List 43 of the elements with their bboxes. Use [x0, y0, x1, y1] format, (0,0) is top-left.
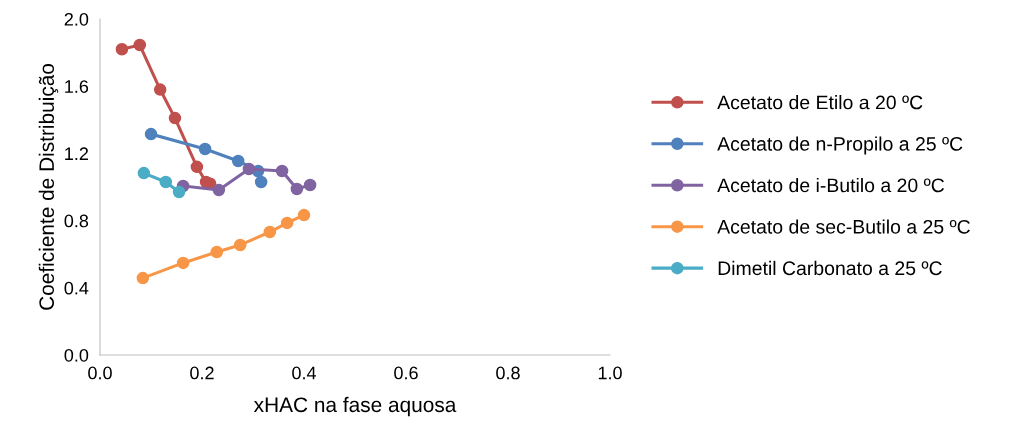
x-tick-label: 0.8	[496, 366, 520, 380]
point	[303, 178, 317, 192]
x-tick-label: 0.0	[88, 366, 112, 380]
y-tick-label: 1.6	[65, 80, 89, 93]
point	[115, 42, 129, 56]
legend-label: Acetato de Etilo a 20 ºC	[717, 95, 923, 110]
y-tick-label: 1.2	[65, 147, 88, 160]
point	[290, 182, 304, 196]
point	[275, 164, 289, 178]
point	[263, 225, 277, 239]
legend-label: Acetato de sec-Butilo a 25 ºC	[717, 219, 970, 234]
point	[176, 256, 190, 270]
x-tick-label: 0.6	[394, 366, 418, 380]
y-axis-title: Coeficiente de Distribuição	[38, 63, 59, 310]
x-axis-title: xHAC na fase aquosa	[253, 396, 457, 417]
point	[133, 38, 147, 52]
point	[242, 162, 256, 176]
y-tick-label: 0.8	[64, 214, 89, 228]
point	[172, 185, 186, 199]
legend-label: Dimetil Carbonato a 25 ºC	[718, 260, 942, 276]
point	[190, 160, 204, 174]
point	[212, 183, 226, 197]
point	[233, 238, 247, 252]
point	[168, 111, 182, 125]
point	[153, 83, 167, 96]
y-tick-label: 2.0	[64, 12, 89, 26]
point	[137, 166, 151, 180]
point	[159, 175, 173, 189]
point	[297, 208, 311, 222]
y-tick-label: 0.0	[64, 348, 89, 362]
x-tick-label: 1.0	[598, 366, 622, 380]
point	[280, 216, 294, 230]
x-tick-label: 0.2	[190, 366, 214, 380]
legend-label: Acetato de i-Butilo a 20 ºC	[717, 177, 945, 193]
x-tick-label: 0.4	[292, 366, 317, 380]
point	[231, 154, 245, 168]
y-tick-label: 0.4	[64, 281, 89, 295]
point	[210, 245, 224, 259]
point	[254, 175, 268, 189]
point	[198, 142, 212, 156]
point	[144, 127, 158, 141]
legend-label: Acetato de n-Propilo a 25 ºC	[717, 136, 963, 155]
point	[136, 271, 150, 285]
